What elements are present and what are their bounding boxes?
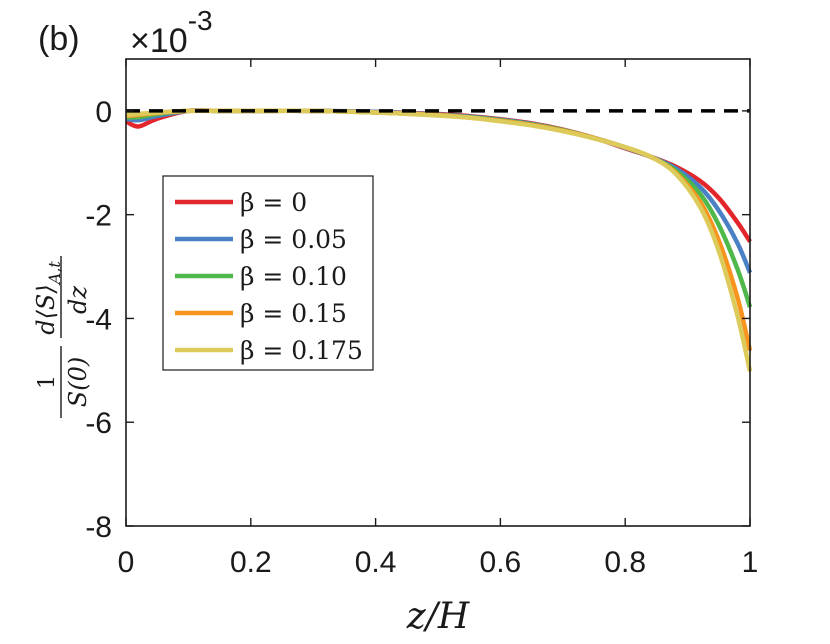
y-label-frac-den: S(0) (64, 357, 92, 407)
legend: β = 0 β = 0.05 β = 0.10 β = 0.15 β = 0.175 (162, 175, 374, 371)
y-label-frac-num: 1 (35, 375, 60, 389)
x-axis-label: z/H (406, 596, 470, 637)
x-tick-label: 0 (118, 546, 135, 579)
legend-box (162, 175, 374, 371)
y-label-deriv-sub: A,t (45, 261, 64, 287)
legend-label-0: β = 0 (240, 188, 307, 217)
y-label-deriv-den: dz (64, 286, 92, 314)
exponent-power: -3 (188, 5, 213, 36)
exponent-base: ×10 (130, 22, 188, 60)
x-tick-label: 0.8 (604, 546, 646, 579)
y-axis-label: 1 S(0) d⟨S⟩A,t dz (32, 256, 92, 418)
tick-layer: 0 0.2 0.4 0.6 0.8 1 0 -2 -4 -6 -8 (85, 59, 758, 579)
legend-entries: β = 0 β = 0.05 β = 0.10 β = 0.15 β = 0.175 (175, 188, 363, 365)
y-tick-label: -8 (85, 511, 112, 544)
x-tick-label: 1 (742, 546, 759, 579)
y-tick-label: 0 (95, 96, 112, 129)
legend-label-1: β = 0.05 (240, 225, 347, 254)
exponent-label: ×10-3 (130, 5, 213, 60)
legend-label-3: β = 0.15 (240, 299, 347, 328)
legend-label-4: β = 0.175 (240, 336, 363, 365)
panel-label: (b) (38, 20, 80, 58)
legend-label-2: β = 0.10 (240, 262, 347, 291)
x-tick-label: 0.4 (355, 546, 397, 579)
x-tick-label: 0.2 (230, 546, 272, 579)
y-label-deriv-num-main: d⟨S⟩ (32, 284, 60, 335)
y-tick-label: -2 (85, 200, 112, 233)
x-tick-label: 0.6 (480, 546, 522, 579)
plot-frame (125, 58, 751, 527)
y-tick-label: -4 (85, 303, 112, 336)
y-label-deriv-num: d⟨S⟩A,t (32, 261, 64, 335)
y-tick-label: -6 (85, 407, 112, 440)
